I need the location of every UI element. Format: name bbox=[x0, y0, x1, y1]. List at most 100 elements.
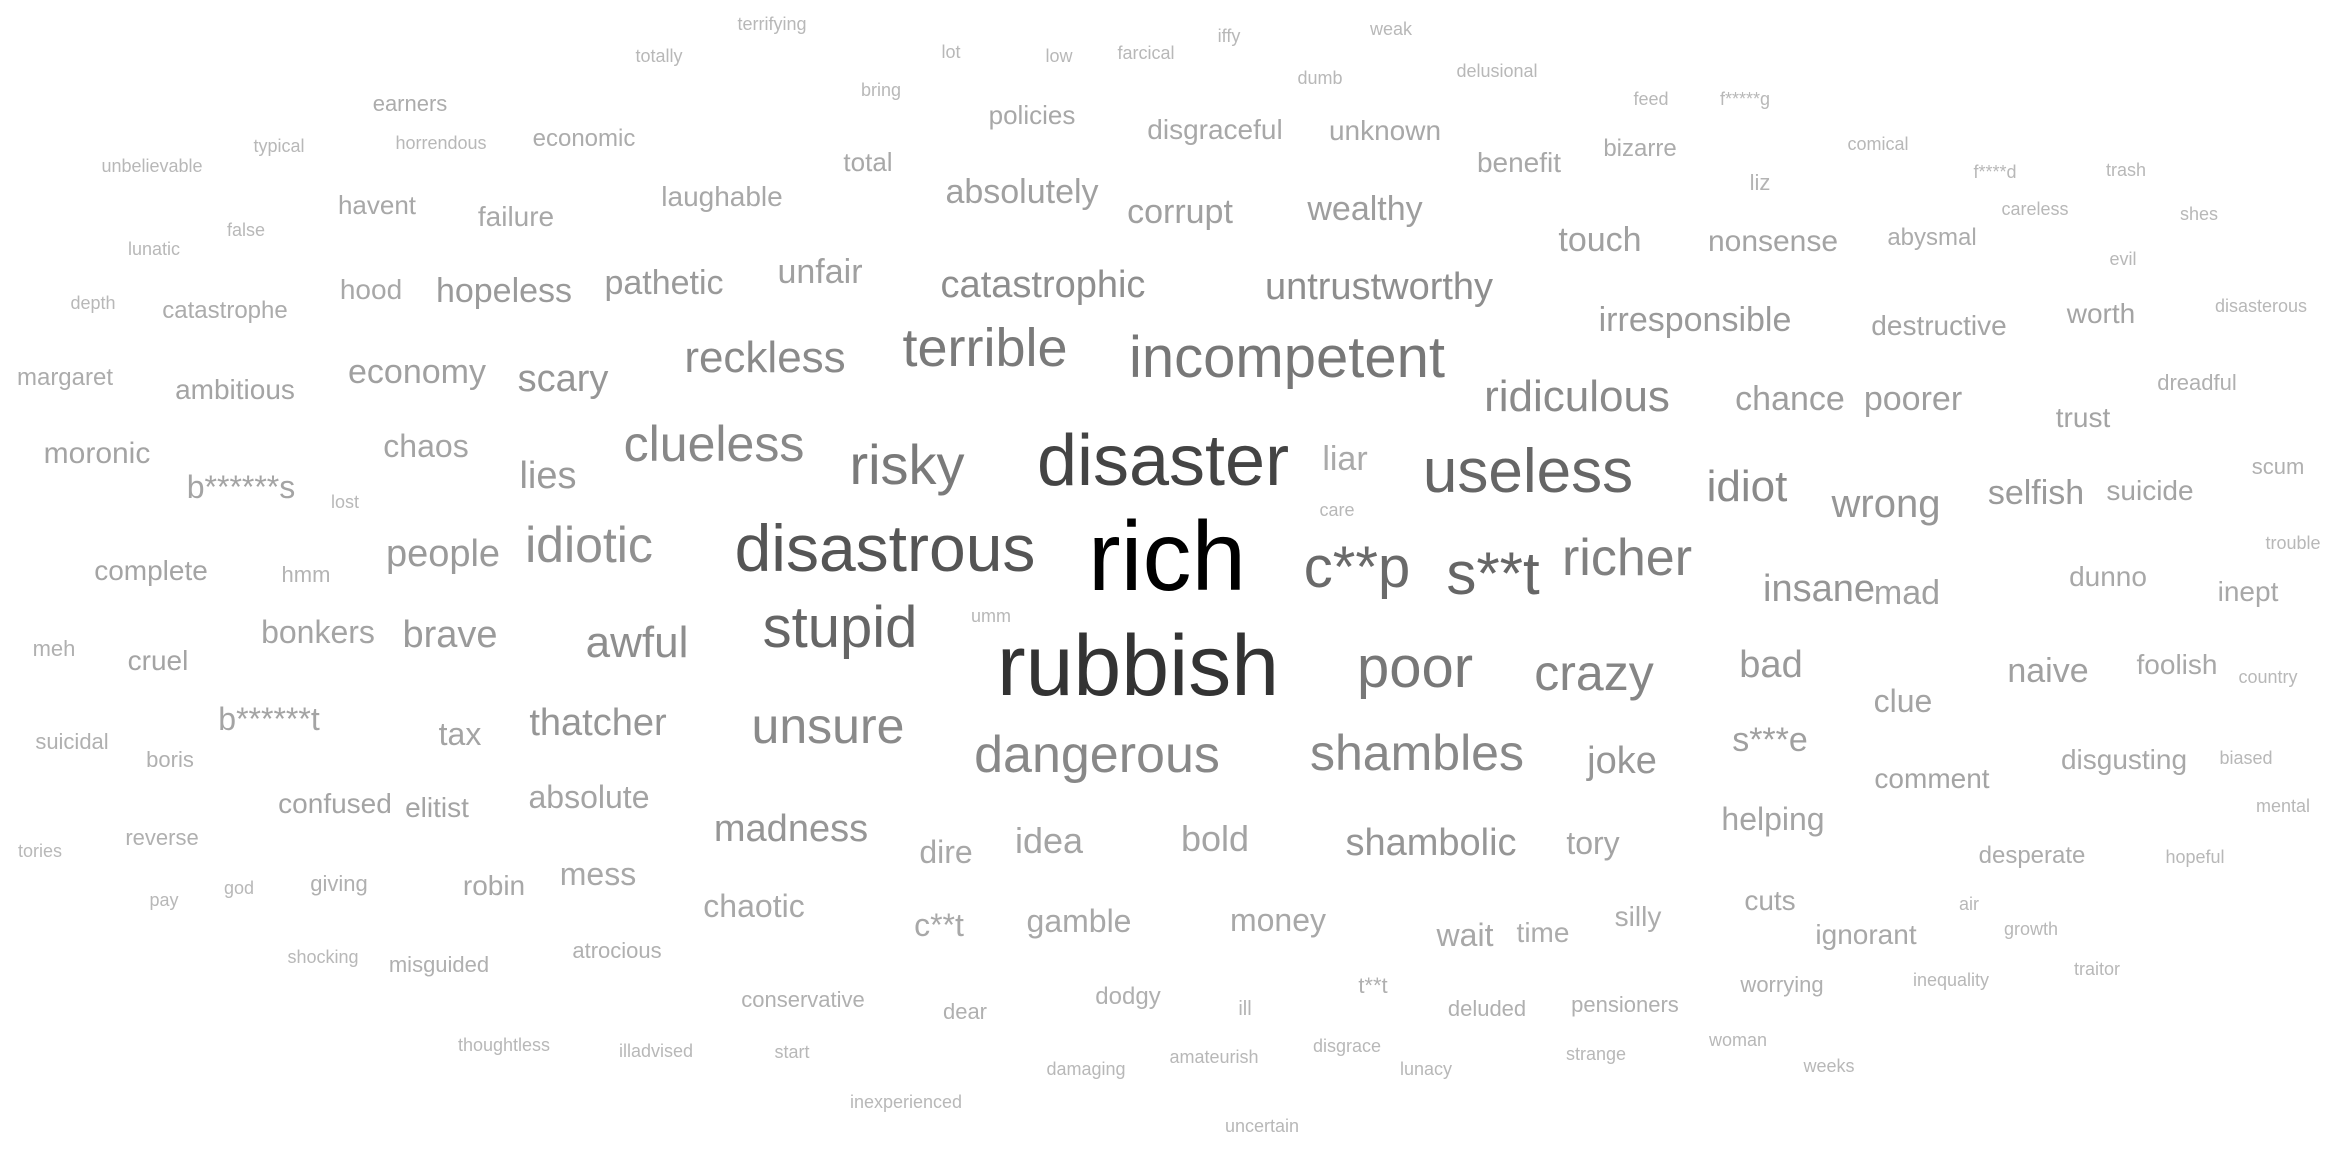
cloud-word: desperate bbox=[1978, 842, 2086, 869]
cloud-word: money bbox=[1229, 902, 1327, 938]
cloud-word: elitist bbox=[405, 792, 469, 823]
cloud-word: country bbox=[2238, 667, 2298, 687]
cloud-word: disasterous bbox=[2214, 296, 2308, 316]
cloud-word: conservative bbox=[741, 987, 865, 1012]
cloud-word: liar bbox=[1322, 440, 1368, 478]
cloud-word: illadvised bbox=[618, 1041, 694, 1061]
cloud-word: t**t bbox=[1358, 973, 1388, 998]
cloud-word: s***e bbox=[1732, 721, 1808, 759]
cloud-word: careless bbox=[2001, 199, 2069, 219]
cloud-word: mad bbox=[1873, 574, 1941, 612]
cloud-word: complete bbox=[94, 555, 208, 586]
cloud-word: misguided bbox=[388, 952, 490, 977]
cloud-word: unfair bbox=[777, 253, 863, 291]
cloud-word: lot bbox=[941, 42, 961, 62]
cloud-word: poorer bbox=[1863, 380, 1963, 418]
cloud-word: atrocious bbox=[572, 938, 662, 963]
cloud-word: richer bbox=[1561, 529, 1693, 587]
cloud-word: cruel bbox=[127, 645, 189, 676]
cloud-word: silly bbox=[1614, 901, 1662, 932]
cloud-word: worrying bbox=[1740, 972, 1824, 997]
cloud-word: rich bbox=[1088, 501, 1246, 611]
cloud-word: bizarre bbox=[1603, 135, 1677, 162]
cloud-word: lunacy bbox=[1399, 1059, 1453, 1079]
cloud-word: reckless bbox=[684, 333, 846, 382]
cloud-word: pensioners bbox=[1571, 992, 1679, 1017]
cloud-word: shocking bbox=[287, 947, 359, 967]
cloud-word: policies bbox=[988, 100, 1076, 130]
cloud-word: tax bbox=[438, 716, 482, 752]
cloud-word: dangerous bbox=[974, 726, 1220, 784]
cloud-word: disgraceful bbox=[1147, 114, 1283, 145]
cloud-word: disgusting bbox=[2060, 744, 2188, 775]
cloud-word: brave bbox=[402, 614, 498, 656]
cloud-word: disgrace bbox=[1312, 1036, 1382, 1056]
cloud-word: c**p bbox=[1303, 535, 1411, 600]
cloud-word: failure bbox=[477, 201, 555, 232]
cloud-word: traitor bbox=[2073, 959, 2121, 979]
cloud-word: dreadful bbox=[2157, 370, 2237, 395]
cloud-word: rubbish bbox=[996, 618, 1280, 714]
cloud-word: suicide bbox=[2106, 475, 2194, 506]
cloud-word: meh bbox=[32, 636, 76, 661]
cloud-word: trouble bbox=[2265, 533, 2321, 553]
cloud-word: thoughtless bbox=[457, 1035, 551, 1055]
cloud-word: farcical bbox=[1117, 43, 1175, 63]
cloud-word: terrible bbox=[902, 318, 1068, 378]
cloud-word: s**t bbox=[1446, 540, 1540, 607]
cloud-word: earners bbox=[372, 91, 448, 116]
cloud-word: lost bbox=[330, 492, 360, 512]
cloud-word: corrupt bbox=[1127, 193, 1233, 231]
cloud-word: tory bbox=[1566, 825, 1620, 861]
cloud-word: confused bbox=[278, 788, 392, 819]
cloud-word: strange bbox=[1565, 1044, 1627, 1064]
cloud-word: trust bbox=[2055, 402, 2111, 433]
cloud-word: ridiculous bbox=[1484, 372, 1670, 421]
cloud-word: shambles bbox=[1310, 725, 1524, 781]
cloud-word: biased bbox=[2219, 748, 2273, 768]
cloud-word: tories bbox=[17, 841, 63, 861]
cloud-word: giving bbox=[310, 871, 368, 896]
cloud-word: wrong bbox=[1831, 482, 1941, 526]
cloud-word: amateurish bbox=[1169, 1047, 1259, 1067]
cloud-word: care bbox=[1319, 500, 1355, 520]
cloud-word: false bbox=[226, 220, 266, 240]
cloud-word: moronic bbox=[43, 437, 151, 470]
cloud-word: hopeless bbox=[435, 272, 573, 310]
cloud-word: delusional bbox=[1456, 61, 1538, 81]
cloud-word: crazy bbox=[1534, 645, 1654, 701]
cloud-word: touch bbox=[1558, 221, 1642, 259]
cloud-word: selfish bbox=[1987, 474, 2085, 512]
cloud-word: deluded bbox=[1447, 996, 1527, 1021]
cloud-word: people bbox=[385, 533, 501, 575]
cloud-word: catastrophic bbox=[940, 264, 1146, 306]
cloud-word: wait bbox=[1436, 917, 1494, 953]
cloud-word: comment bbox=[1874, 763, 1990, 794]
cloud-word: bad bbox=[1739, 644, 1803, 686]
cloud-word: umm bbox=[971, 606, 1011, 626]
cloud-word: benefit bbox=[1476, 147, 1562, 178]
cloud-word: hopeful bbox=[2165, 847, 2225, 867]
cloud-word: ambitious bbox=[175, 374, 295, 405]
cloud-word: damaging bbox=[1046, 1059, 1126, 1079]
cloud-word: god bbox=[223, 878, 255, 898]
cloud-word: uncertain bbox=[1224, 1116, 1300, 1136]
cloud-word: c**t bbox=[914, 907, 964, 943]
cloud-word: poor bbox=[1356, 635, 1474, 700]
cloud-word: absolutely bbox=[945, 173, 1099, 211]
cloud-word: trash bbox=[2105, 160, 2147, 180]
cloud-word: stupid bbox=[762, 595, 918, 660]
cloud-word: unsure bbox=[751, 698, 905, 754]
cloud-word: cuts bbox=[1744, 885, 1796, 916]
cloud-word: pay bbox=[149, 890, 179, 910]
cloud-word: totally bbox=[635, 46, 683, 66]
cloud-word: clueless bbox=[623, 416, 805, 472]
cloud-word: inexperienced bbox=[849, 1092, 963, 1112]
cloud-word: weak bbox=[1369, 19, 1413, 39]
cloud-word: wealthy bbox=[1307, 190, 1423, 228]
cloud-word: risky bbox=[849, 433, 965, 496]
cloud-word: total bbox=[843, 147, 893, 177]
cloud-word: shambolic bbox=[1345, 822, 1517, 864]
cloud-word: awful bbox=[585, 618, 689, 667]
cloud-word: economic bbox=[532, 125, 636, 152]
